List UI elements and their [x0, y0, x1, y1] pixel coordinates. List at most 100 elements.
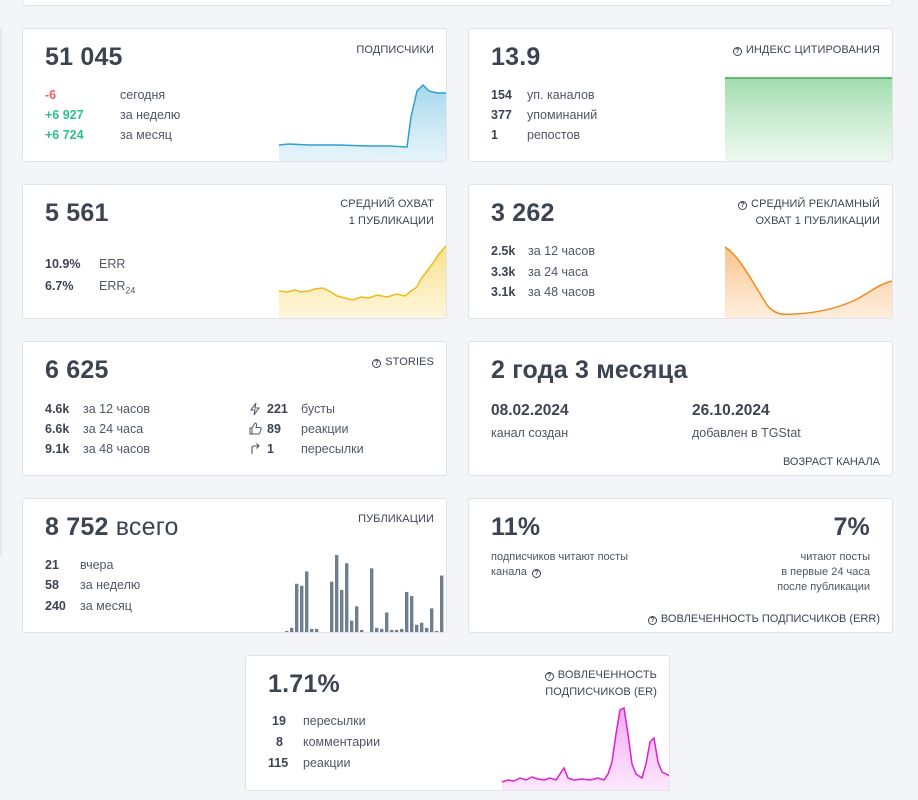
- subscribers-title: ПОДПИСЧИКИ: [356, 44, 434, 56]
- stat-value: 154: [491, 88, 512, 102]
- stat-row: 221 бусты: [267, 402, 417, 418]
- publication-bar: [290, 627, 294, 632]
- stat-value: 10.9%: [45, 257, 81, 271]
- question-icon[interactable]: ?: [738, 201, 748, 210]
- stat-value: 89: [267, 422, 281, 436]
- err-right-desc: читают посты в первые 24 часа после публ…: [777, 550, 870, 595]
- stat-label: уп. каналов: [527, 88, 595, 102]
- err-footer: ? ВОВЛЕЧЕННОСТЬ ПОДПИСЧИКОВ (ERR): [647, 613, 880, 625]
- subscribers-value: 51 045: [45, 43, 123, 71]
- err-card[interactable]: 11% подписчиков читают посты канала ? 7%…: [468, 498, 893, 633]
- avg-reach-title-line1: СРЕДНИЙ ОХВАТ: [340, 198, 434, 210]
- stat-row: 154 уп. каналов: [491, 88, 691, 104]
- question-icon[interactable]: ?: [544, 672, 554, 681]
- publication-bar: [320, 631, 324, 632]
- err-right-line2: в первые 24 часа: [781, 566, 870, 578]
- publications-suffix: всего: [115, 513, 179, 541]
- err-right-line3: после публикации: [777, 581, 870, 593]
- publication-bar: [340, 589, 344, 632]
- stat-label: за 48 часов: [528, 285, 595, 299]
- publication-bar: [305, 571, 309, 632]
- publication-bar: [325, 631, 329, 632]
- stat-row: 4.6k за 12 часов: [45, 402, 245, 418]
- stat-label: репостов: [527, 128, 581, 142]
- stat-row: 240 за месяц: [45, 599, 245, 615]
- publication-bar: [405, 591, 409, 632]
- stat-value: 2.5k: [491, 244, 516, 258]
- err-right-line1: читают посты: [800, 551, 870, 563]
- publication-bar: [380, 628, 384, 632]
- stat-label: реакции: [301, 422, 349, 436]
- publication-bar: [410, 596, 414, 632]
- stories-title-text: STORIES: [385, 356, 434, 368]
- err-left-line1: подписчиков читают посты: [491, 551, 629, 563]
- stat-value: 115: [268, 756, 289, 770]
- stories-title: ? STORIES: [372, 354, 434, 371]
- stat-row: 10.9% ERR: [45, 257, 245, 273]
- publications-value: 8 752 всего: [45, 513, 179, 542]
- publication-bar: [435, 630, 439, 632]
- stat-value: 377: [491, 108, 512, 122]
- er-value: 1.71%: [268, 670, 340, 698]
- stat-label-sub: 24: [125, 285, 136, 296]
- stories-card[interactable]: 6 625 ? STORIES 4.6k за 12 часов 6.6k за …: [22, 341, 447, 476]
- stat-label: за неделю: [80, 578, 141, 592]
- citation-card[interactable]: 13.9 ? ИНДЕКС ЦИТИРОВАНИЯ 154 уп. каналов…: [468, 28, 893, 162]
- age-card[interactable]: 2 года 3 месяца 08.02.2024 канал создан …: [468, 341, 893, 476]
- stat-value: 58: [45, 578, 59, 592]
- err-left-line2: канала: [491, 566, 527, 578]
- publication-bar: [285, 630, 289, 632]
- stat-value: 4.6k: [45, 402, 70, 416]
- stat-row: 6.6k за 24 часа: [45, 422, 245, 438]
- ad-reach-card[interactable]: 3 262 ? СРЕДНИЙ РЕКЛАМНЫЙ ОХВАТ 1 ПУБЛИКА…: [468, 184, 893, 319]
- stat-value: 1: [267, 442, 274, 456]
- question-icon[interactable]: ?: [732, 47, 742, 56]
- publication-bar: [345, 563, 349, 632]
- publication-bar: [360, 629, 364, 632]
- added-date: 26.10.2024: [692, 402, 770, 419]
- publication-bar: [350, 620, 354, 632]
- stat-value: 6.6k: [45, 422, 70, 436]
- stat-label: за 48 часов: [83, 442, 150, 456]
- stat-value: 8: [276, 735, 283, 749]
- avg-reach-value: 5 561: [45, 199, 109, 227]
- subscribers-sparkline: [279, 83, 446, 161]
- stat-value: 19: [272, 714, 286, 728]
- stat-row: 21 вчера: [45, 558, 245, 574]
- avg-reach-card[interactable]: 5 561 СРЕДНИЙ ОХВАТ 1 ПУБЛИКАЦИИ 10.9% E…: [22, 184, 447, 319]
- age-footer: ВОЗРАСТ КАНАЛА: [782, 456, 880, 468]
- stat-value: 21: [45, 558, 59, 572]
- stat-label: вчера: [80, 558, 114, 572]
- stat-value: 3.3k: [491, 265, 516, 279]
- stat-row: -6 сегодня: [45, 88, 245, 104]
- publication-bar: [430, 608, 434, 632]
- publications-card[interactable]: 8 752 всего ПУБЛИКАЦИИ 21 вчера 58 за не…: [22, 498, 447, 633]
- er-card[interactable]: 1.71% ? ВОВЛЕЧЕННОСТЬ ПОДПИСЧИКОВ (ER) 19…: [245, 655, 670, 791]
- ad-reach-title-line2: ОХВАТ 1 ПУБЛИКАЦИИ: [755, 215, 880, 227]
- avg-reach-title: СРЕДНИЙ ОХВАТ 1 ПУБЛИКАЦИИ: [340, 196, 434, 230]
- stat-row: 1 пересылки: [267, 442, 417, 458]
- added-label: добавлен в TGStat: [692, 426, 801, 440]
- publication-bar: [375, 627, 379, 632]
- question-icon[interactable]: ?: [647, 616, 657, 625]
- err-footer-text: ВОВЛЕЧЕННОСТЬ ПОДПИСЧИКОВ (ERR): [660, 613, 880, 625]
- subscribers-card[interactable]: 51 045 ПОДПИСЧИКИ -6 сегодня +6 927 за н…: [22, 28, 447, 162]
- stat-label: пересылки: [301, 442, 364, 456]
- question-icon[interactable]: ?: [531, 569, 541, 578]
- citation-sparkline: [725, 77, 892, 161]
- err-left-value: 11%: [491, 513, 541, 541]
- publication-bar: [370, 568, 374, 632]
- stat-label: за 24 часа: [528, 265, 589, 279]
- stat-row: 8 комментарии: [272, 735, 472, 751]
- created-date: 08.02.2024: [491, 402, 569, 419]
- stat-row: +6 927 за неделю: [45, 108, 245, 124]
- stat-label: ERR24: [99, 279, 135, 296]
- stat-label: комментарии: [303, 735, 381, 749]
- avg-reach-title-line2: 1 ПУБЛИКАЦИИ: [348, 215, 434, 227]
- er-title-line2: ПОДПИСЧИКОВ (ER): [545, 686, 657, 698]
- stat-label: за месяц: [120, 128, 172, 142]
- stat-row: 3.3k за 24 часа: [491, 265, 691, 281]
- ad-reach-value: 3 262: [491, 199, 555, 227]
- created-label: канал создан: [491, 426, 569, 440]
- question-icon[interactable]: ?: [372, 359, 382, 368]
